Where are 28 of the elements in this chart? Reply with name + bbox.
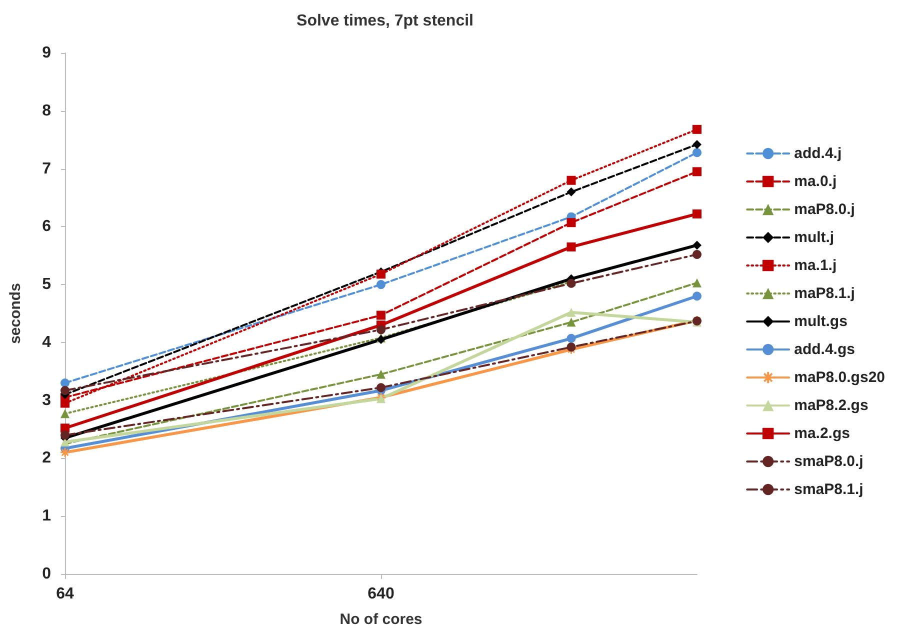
- y-tick-label: 5: [42, 276, 52, 294]
- y-tick-label: 7: [42, 160, 52, 178]
- y-axis-title: seconds: [7, 283, 24, 344]
- legend-label: add.4.j: [794, 145, 842, 162]
- legend-label: mult.gs: [794, 313, 848, 330]
- legend-label: smaP8.0.j: [794, 453, 864, 470]
- legend-label: ma.2.gs: [794, 425, 850, 442]
- x-tick-label: 64: [56, 586, 74, 602]
- legend-label: ma.1.j: [794, 257, 837, 274]
- legend-label: maP8.2.gs: [794, 397, 868, 414]
- legend-label: ma.0.j: [794, 173, 837, 190]
- y-tick-label: 1: [42, 508, 52, 525]
- y-tick-label: 2: [42, 450, 52, 467]
- legend-label: maP8.0.j: [794, 201, 855, 218]
- y-tick-label: 6: [42, 218, 52, 236]
- legend-label: maP8.1.j: [794, 285, 855, 302]
- x-tick-label: 640: [368, 586, 394, 602]
- chart-title: Solve times, 7pt stencil: [296, 12, 474, 30]
- legend-label: mult.j: [794, 229, 834, 246]
- y-tick-label: 0: [42, 566, 52, 582]
- y-tick-label: 9: [42, 44, 52, 62]
- legend-label: maP8.0.gs20: [794, 369, 886, 386]
- x-axis-title: No of cores: [340, 611, 422, 628]
- y-tick-label: 3: [42, 392, 52, 409]
- y-tick-label: 4: [42, 334, 52, 351]
- legend-label: add.4.gs: [794, 341, 855, 358]
- y-tick-label: 8: [42, 102, 52, 120]
- legend-label: smaP8.1.j: [794, 481, 864, 498]
